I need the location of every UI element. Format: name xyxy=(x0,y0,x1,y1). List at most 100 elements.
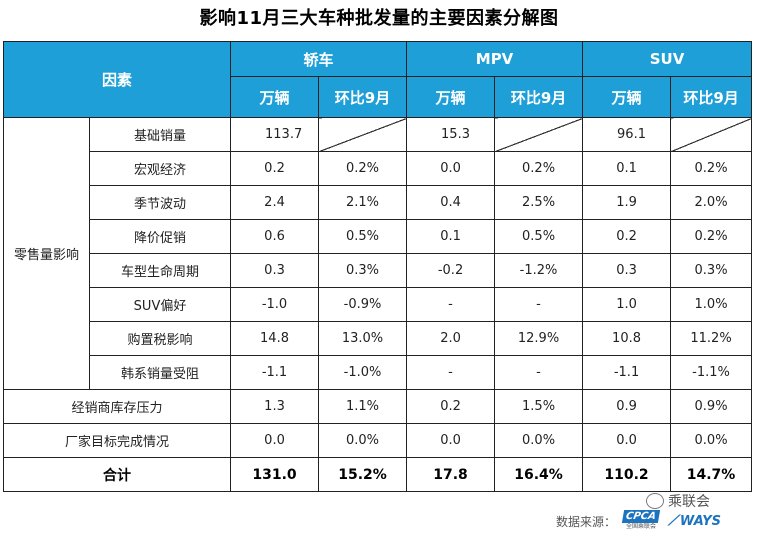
cell-value: 0.1 xyxy=(582,151,672,186)
cell-value: 0.0% xyxy=(670,423,753,458)
cell-value: 0.0 xyxy=(406,423,496,458)
row-label: 降价促销 xyxy=(88,219,232,254)
cpca-logo-subtext: 全国乘联会 xyxy=(626,523,657,530)
table-row: SUV偏好 -1.0 -0.9% - - 1.0 1.0% xyxy=(4,287,753,322)
cell-empty-diagonal xyxy=(318,117,408,152)
cell-value: 12.9% xyxy=(494,321,584,356)
header-sub-units: 万辆 xyxy=(406,76,496,118)
row-label: SUV偏好 xyxy=(88,287,232,322)
cell-value: 0.2 xyxy=(406,389,496,424)
table-row: 季节波动 2.4 2.1% 0.4 2.5% 1.9 2.0% xyxy=(4,185,753,220)
cell-value: 0.3% xyxy=(670,253,753,288)
cell-value: 1.0% xyxy=(670,287,753,322)
cell-value: 11.2% xyxy=(670,321,753,356)
header-group-mpv: MPV xyxy=(406,41,584,77)
cell-value: 0.0 xyxy=(230,423,320,458)
cpca-logo: CPCA 全国乘联会 xyxy=(621,510,661,532)
ways-swoosh-icon: ⟋ xyxy=(668,513,678,529)
cell-value: 2.5% xyxy=(494,185,584,220)
table-row: 车型生命周期 0.3 0.3% -0.2 -1.2% 0.3 0.3% xyxy=(4,253,753,288)
page-title: 影响11月三大车种批发量的主要因素分解图 xyxy=(199,8,559,29)
table-row: 经销商库存压力 1.3 1.1% 0.2 1.5% 0.9 0.9% xyxy=(2,389,753,424)
header-group-sedan: 轿车 xyxy=(230,41,408,77)
cell-value: 0.5% xyxy=(494,219,584,254)
cell-value: 1.0 xyxy=(582,287,672,322)
table-row: 厂家目标完成情况 0.0 0.0% 0.0 0.0% 0.0 0.0% xyxy=(2,423,753,458)
table-row: 购置税影响 14.8 13.0% 2.0 12.9% 10.8 11.2% xyxy=(4,321,753,356)
cell-value: 10.8 xyxy=(582,321,672,356)
cell-value: 15.3 xyxy=(406,117,496,152)
cell-value: 0.2% xyxy=(670,219,753,254)
total-value: 14.7% xyxy=(670,457,753,492)
cell-value: 0.2 xyxy=(582,219,672,254)
cpca-logo-text: CPCA xyxy=(621,510,661,523)
watermark: 乘联会 xyxy=(646,491,710,511)
cell-value: 0.3% xyxy=(318,253,408,288)
cell-value: 0.2% xyxy=(494,151,584,186)
cell-value: 2.0% xyxy=(670,185,753,220)
cell-value: 0.5% xyxy=(318,219,408,254)
row-label: 基础销量 xyxy=(88,117,232,152)
cell-value: 0.3 xyxy=(582,253,672,288)
watermark-text: 乘联会 xyxy=(668,494,710,510)
row-label: 韩系销量受阻 xyxy=(88,355,232,390)
cell-value: 1.1% xyxy=(318,389,408,424)
wechat-icon xyxy=(646,493,664,509)
header-sub-units: 万辆 xyxy=(582,76,672,118)
total-value: 15.2% xyxy=(318,457,408,492)
cell-value: -1.1 xyxy=(230,355,320,390)
cell-value: - xyxy=(406,355,496,390)
row-label: 车型生命周期 xyxy=(88,253,232,288)
factor-table: 因素 轿车 MPV SUV 万辆 环比9月 万辆 环比9月 万辆 环比9月 零售… xyxy=(2,41,753,492)
cell-value: 0.0 xyxy=(582,423,672,458)
cell-value: 1.3 xyxy=(230,389,320,424)
cell-value: - xyxy=(494,355,584,390)
cell-value: 0.1 xyxy=(406,219,496,254)
total-value: 16.4% xyxy=(494,457,584,492)
row-label: 宏观经济 xyxy=(88,151,232,186)
row-label: 购置税影响 xyxy=(88,321,232,356)
cell-value: 0.2 xyxy=(230,151,320,186)
table-row: 韩系销量受阻 -1.1 -1.0% - - -1.1 -1.1% xyxy=(4,355,753,390)
ways-logo-text: WAYS xyxy=(679,513,722,529)
cell-value: 0.4 xyxy=(406,185,496,220)
cell-value: 13.0% xyxy=(318,321,408,356)
cell-value: 96.1 xyxy=(582,117,672,152)
ways-logo: ⟋ WAYS xyxy=(668,513,721,529)
cell-value: 0.0% xyxy=(494,423,584,458)
cell-value: 0.3 xyxy=(230,253,320,288)
header-sub-mom: 环比9月 xyxy=(494,76,584,118)
cell-value: -1.0 xyxy=(230,287,320,322)
header-sub-mom: 环比9月 xyxy=(318,76,408,118)
cell-value: -0.2 xyxy=(406,253,496,288)
cell-empty-diagonal xyxy=(494,117,584,152)
header-group-suv: SUV xyxy=(582,41,753,77)
cell-value: 2.1% xyxy=(318,185,408,220)
table-row: 降价促销 0.6 0.5% 0.1 0.5% 0.2 0.2% xyxy=(4,219,753,254)
total-row: 合计 131.0 15.2% 17.8 16.4% 110.2 14.7% xyxy=(2,457,753,492)
row-label: 季节波动 xyxy=(88,185,232,220)
cell-value: 0.9 xyxy=(582,389,672,424)
cell-value: 2.0 xyxy=(406,321,496,356)
cell-value: - xyxy=(494,287,584,322)
cell-value: 0.0 xyxy=(406,151,496,186)
row-label: 厂家目标完成情况 xyxy=(2,423,232,458)
cell-value: 0.9% xyxy=(670,389,753,424)
header-sub-mom: 环比9月 xyxy=(670,76,753,118)
cell-value: 0.2% xyxy=(670,151,753,186)
table-row: 宏观经济 0.2 0.2% 0.0 0.2% 0.1 0.2% xyxy=(4,151,753,186)
cell-value: -0.9% xyxy=(318,287,408,322)
cell-value: 2.4 xyxy=(230,185,320,220)
total-value: 131.0 xyxy=(230,457,320,492)
data-source-footer: 数据来源： CPCA 全国乘联会 ⟋ WAYS xyxy=(556,509,721,533)
cell-value: - xyxy=(406,287,496,322)
cell-value: -1.0% xyxy=(318,355,408,390)
total-value: 110.2 xyxy=(582,457,672,492)
cell-value: -1.1 xyxy=(582,355,672,390)
header-factor: 因素 xyxy=(2,41,232,118)
group-label: 零售量影响 xyxy=(3,117,90,390)
cell-value: 14.8 xyxy=(230,321,320,356)
cell-value: -1.1% xyxy=(670,355,753,390)
source-label: 数据来源： xyxy=(556,514,617,529)
cell-value: -1.2% xyxy=(494,253,584,288)
